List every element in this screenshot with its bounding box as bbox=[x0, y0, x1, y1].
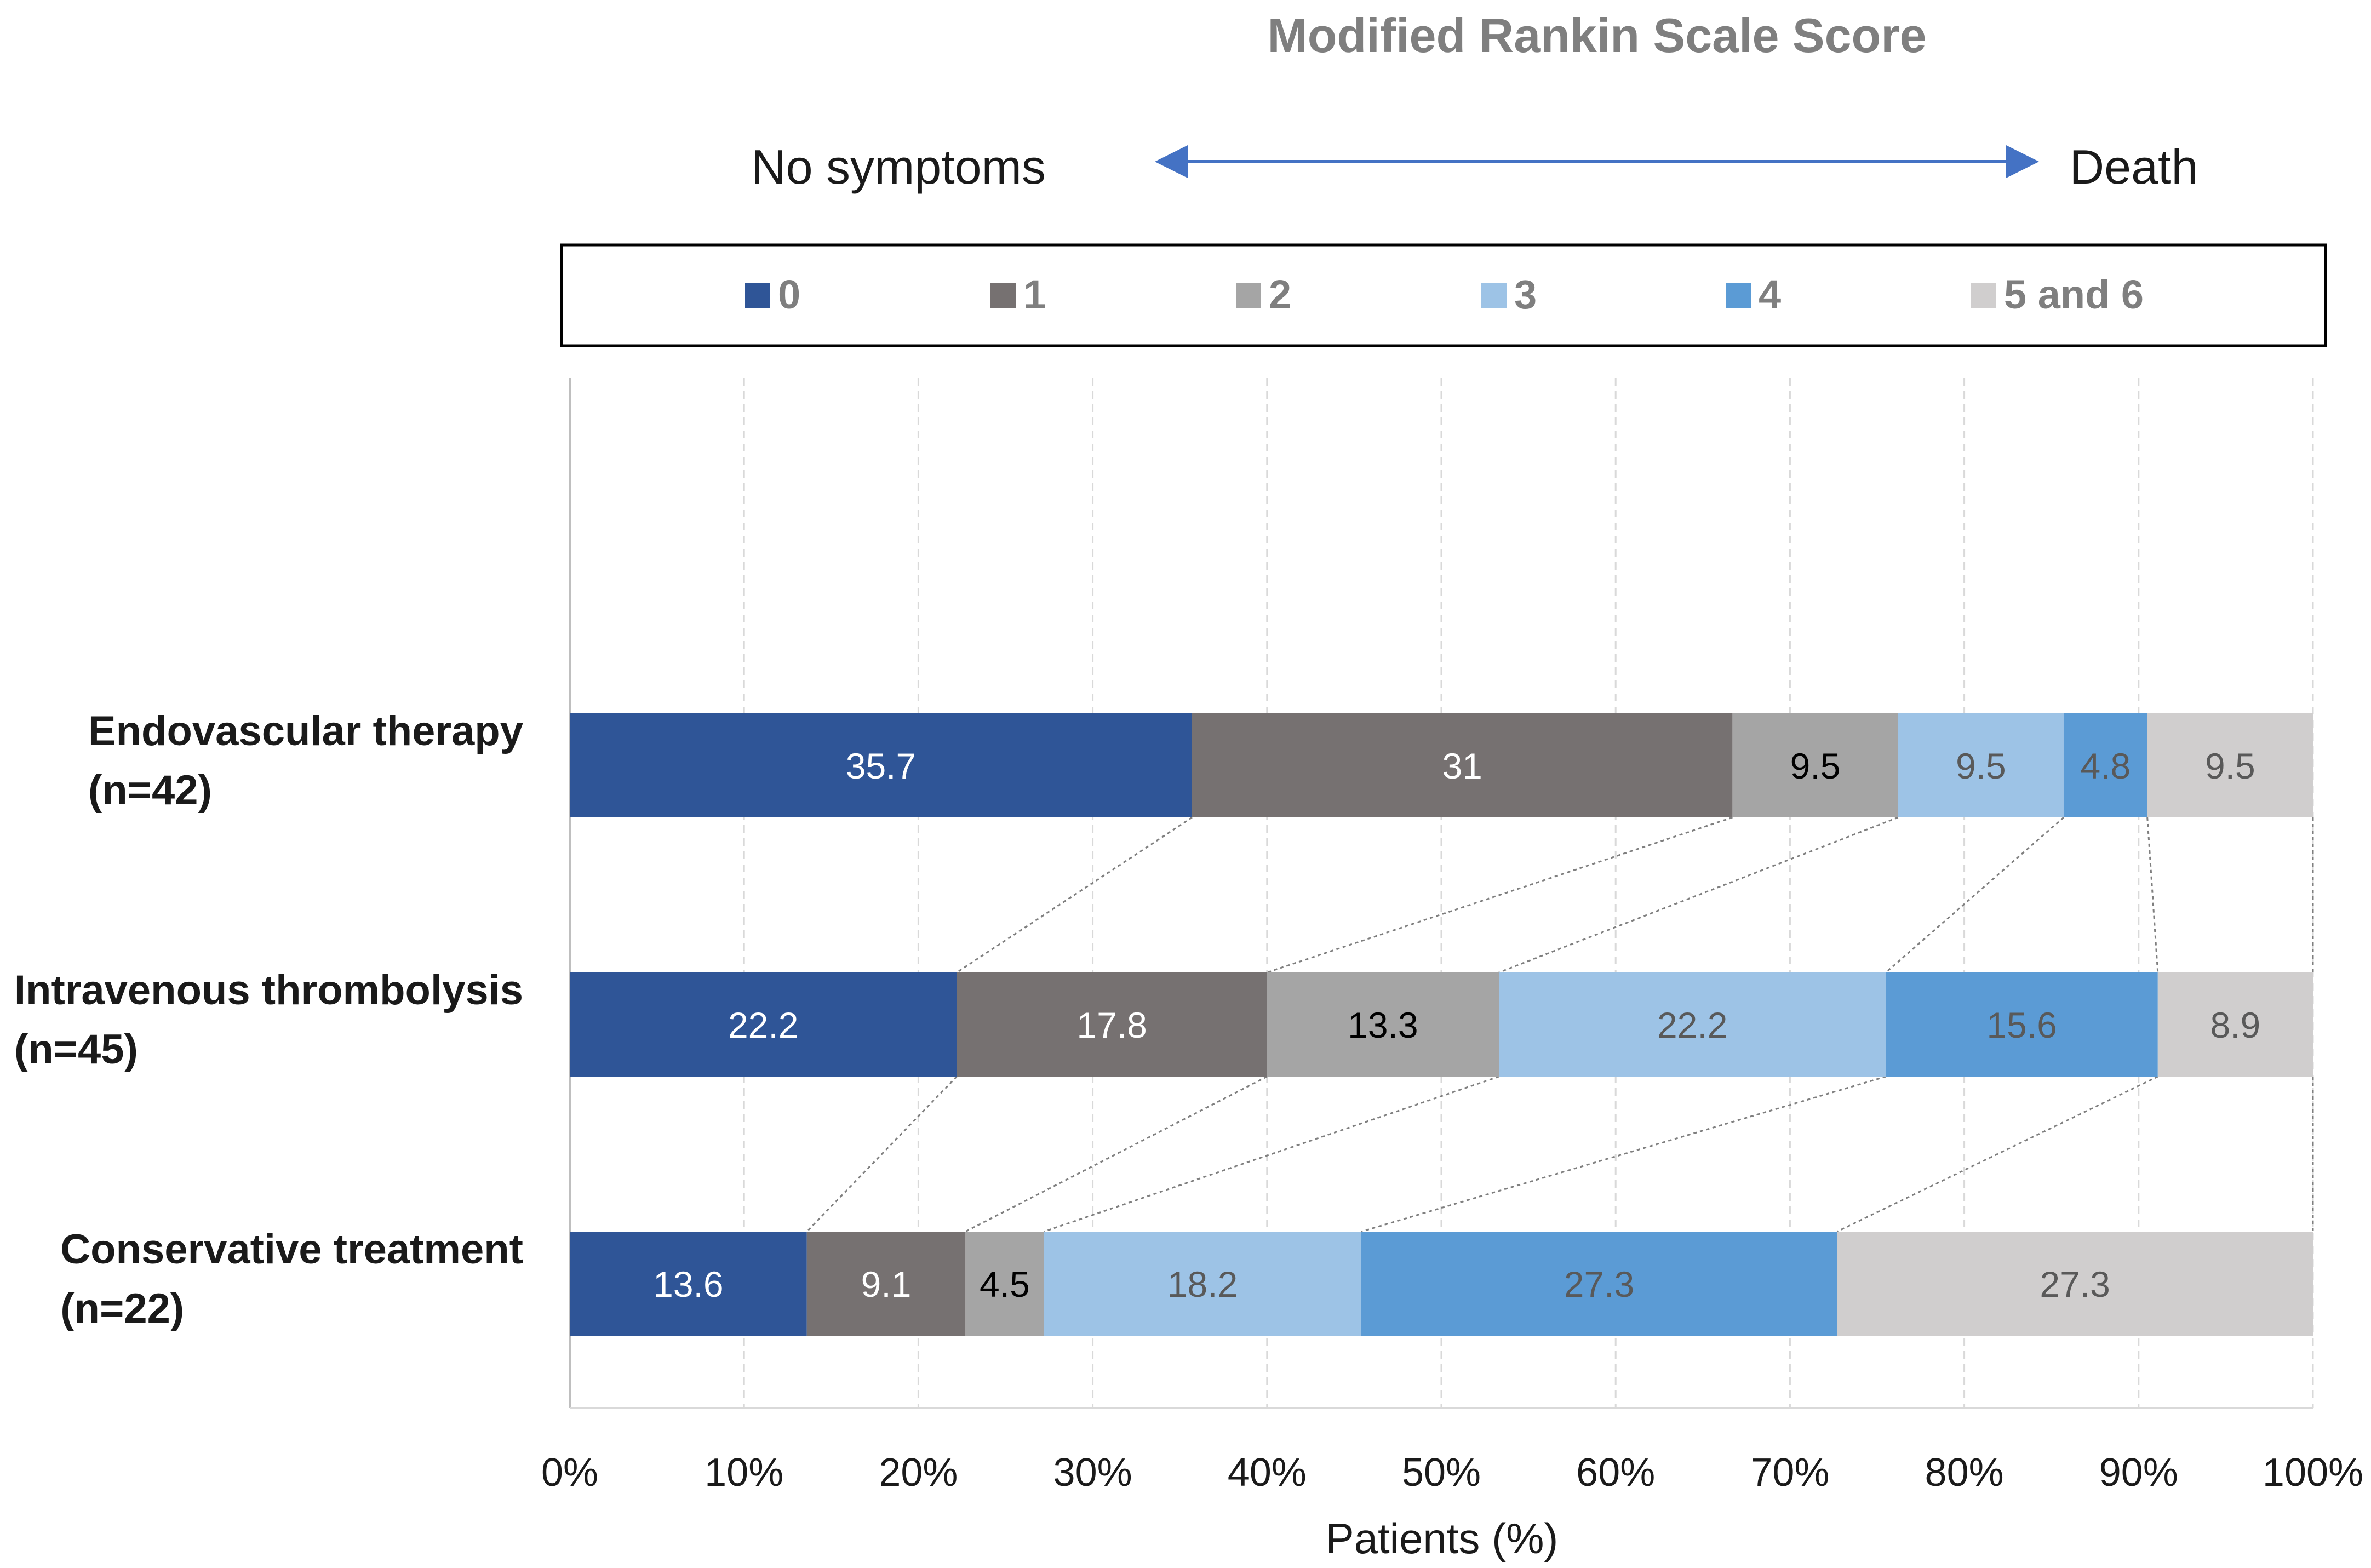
category-label-n: (n=45) bbox=[14, 1026, 138, 1073]
bar-segment bbox=[1732, 713, 1898, 817]
connector-line bbox=[965, 1075, 1268, 1233]
bar-value-label: 27.3 bbox=[1564, 1264, 1634, 1304]
bar-segment bbox=[1267, 972, 1499, 1077]
x-tick-label: 0% bbox=[541, 1451, 598, 1495]
bar-segment bbox=[1499, 972, 1886, 1077]
x-tick-label: 50% bbox=[1402, 1451, 1481, 1495]
bar-value-label: 18.2 bbox=[1167, 1264, 1238, 1304]
bar-segment bbox=[570, 1232, 807, 1336]
category-label-name: Intravenous thrombolysis bbox=[14, 967, 523, 1014]
x-tick-label: 100% bbox=[2263, 1451, 2363, 1495]
legend-box bbox=[560, 243, 2327, 347]
bar-value-label: 9.5 bbox=[1956, 746, 2006, 786]
connector-line bbox=[1044, 1075, 1499, 1233]
bar-value-label: 9.1 bbox=[861, 1264, 912, 1304]
bar-value-label: 9.5 bbox=[1790, 746, 1841, 786]
category-label-name: Conservative treatment bbox=[60, 1226, 523, 1273]
legend-label: 0 bbox=[778, 272, 800, 317]
bar-value-label: 4.5 bbox=[980, 1264, 1030, 1304]
category-label-n: (n=42) bbox=[88, 767, 212, 814]
bar-value-label: 22.2 bbox=[728, 1005, 798, 1045]
bar-value-label: 9.5 bbox=[2205, 746, 2255, 786]
x-tick-label: 90% bbox=[2099, 1451, 2178, 1495]
bar-value-label: 13.6 bbox=[653, 1264, 723, 1304]
legend-swatch bbox=[1481, 283, 1507, 308]
legend: 0 1 2 3 4 5 and 6 bbox=[745, 272, 2144, 317]
x-tick-label: 60% bbox=[1576, 1451, 1655, 1495]
category-labels: Endovascular therapy (n=42) Intravenous th… bbox=[14, 708, 523, 1332]
scale-right-label: Death bbox=[2070, 140, 2198, 194]
connector-line bbox=[1267, 816, 1733, 974]
bar-segment bbox=[570, 713, 1192, 817]
bar-segment bbox=[1361, 1232, 1837, 1336]
bar-segment bbox=[1044, 1232, 1361, 1336]
connector-line bbox=[1836, 1075, 2158, 1233]
category-label-name: Endovascular therapy bbox=[88, 708, 523, 754]
bars bbox=[570, 713, 2313, 1336]
legend-swatch bbox=[1726, 283, 1751, 308]
connector-line bbox=[956, 816, 1193, 974]
bar-segment bbox=[2157, 972, 2313, 1077]
scale-left-label: No symptoms bbox=[751, 140, 1046, 194]
x-tick-label: 70% bbox=[1750, 1451, 1829, 1495]
legend-label: 3 bbox=[1514, 272, 1537, 317]
bar-segment bbox=[2063, 713, 2147, 817]
x-tick-label: 20% bbox=[879, 1451, 958, 1495]
legend-label: 1 bbox=[1023, 272, 1046, 317]
bar-segment bbox=[957, 972, 1267, 1077]
bar-value-label: 31 bbox=[1442, 746, 1482, 786]
x-tick-label: 10% bbox=[705, 1451, 783, 1495]
x-axis-ticks: 0% 10% 20% 30% 40% 50% 60% 70% 80% 90% 100% bbox=[541, 1451, 2363, 1495]
bar-value-label: 35.7 bbox=[846, 746, 916, 786]
chart-title: Modified Rankin Scale Score bbox=[1268, 8, 1927, 62]
legend-swatch bbox=[745, 283, 770, 308]
bar-segment bbox=[1837, 1232, 2313, 1336]
connector-line bbox=[806, 1075, 958, 1233]
connector-line bbox=[2146, 817, 2159, 973]
bar-value-labels: 35.7 31 9.5 9.5 4.8 9.5 22.2 17.8 13.3 22.2 15.6 8.… bbox=[653, 746, 2260, 1304]
x-tick-label: 40% bbox=[1228, 1451, 1307, 1495]
bar-value-label: 8.9 bbox=[2210, 1005, 2261, 1045]
legend-swatch bbox=[1236, 283, 1261, 308]
bar-segment bbox=[1886, 972, 2158, 1077]
bar-segment bbox=[1898, 713, 2064, 817]
bar-value-label: 22.2 bbox=[1657, 1005, 1727, 1045]
x-axis-label: Patients (%) bbox=[1326, 1514, 1559, 1563]
legend-label: 2 bbox=[1269, 272, 1291, 317]
bar-segment bbox=[806, 1232, 966, 1336]
bar-value-label: 27.3 bbox=[2040, 1264, 2110, 1304]
bar-segment bbox=[2147, 713, 2313, 817]
x-tick-label: 30% bbox=[1053, 1451, 1132, 1495]
connector-lines bbox=[806, 816, 2314, 1233]
bar-segment bbox=[570, 972, 957, 1077]
legend-label: 4 bbox=[1759, 272, 1781, 317]
bar-segment bbox=[1192, 713, 1733, 817]
connector-line bbox=[1885, 816, 2064, 974]
bar-value-label: 4.8 bbox=[2080, 746, 2131, 786]
bar-value-label: 17.8 bbox=[1076, 1005, 1147, 1045]
bar-value-label: 15.6 bbox=[1986, 1005, 2057, 1045]
x-tick-label: 80% bbox=[1925, 1451, 2004, 1495]
legend-swatch bbox=[990, 283, 1016, 308]
category-label-n: (n=22) bbox=[60, 1285, 184, 1332]
bar-segment bbox=[965, 1232, 1044, 1336]
connector-line bbox=[1361, 1075, 1886, 1233]
connector-line bbox=[1498, 816, 1899, 974]
legend-swatch bbox=[1971, 283, 1996, 308]
bar-value-label: 13.3 bbox=[1348, 1005, 1418, 1045]
legend-label: 5 and 6 bbox=[2004, 272, 2144, 317]
